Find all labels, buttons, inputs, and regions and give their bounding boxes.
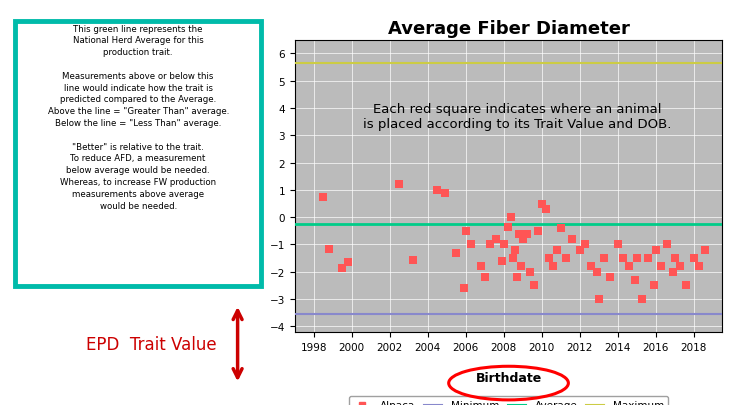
Point: [543, 255, 555, 262]
Point: [439, 190, 451, 196]
Point: [509, 247, 521, 254]
Point: [528, 283, 540, 289]
Point: [342, 259, 354, 266]
Point: [669, 255, 681, 262]
Point: [694, 264, 705, 270]
Point: [520, 231, 532, 237]
Point: [539, 206, 551, 213]
Point: [637, 296, 649, 303]
Point: [431, 187, 443, 194]
Point: [506, 214, 517, 221]
Point: [579, 242, 591, 248]
Point: [555, 225, 567, 232]
Point: [502, 224, 514, 230]
Point: [650, 247, 662, 254]
Point: [323, 246, 335, 252]
Point: [631, 255, 643, 262]
Point: [475, 264, 487, 270]
Point: [511, 274, 523, 281]
Point: [466, 242, 478, 248]
Point: [618, 255, 629, 262]
Point: [496, 258, 508, 264]
Point: [507, 255, 519, 262]
Point: [688, 255, 699, 262]
Point: [485, 242, 497, 248]
Point: [394, 182, 405, 188]
Point: [656, 264, 668, 270]
Point: [336, 265, 348, 271]
Point: [574, 247, 586, 254]
X-axis label: Birthdate: Birthdate: [475, 371, 542, 384]
Point: [460, 228, 472, 234]
Point: [612, 242, 624, 248]
Point: [566, 236, 578, 243]
Point: [629, 277, 640, 284]
Point: [680, 283, 692, 289]
Text: This green line represents the
National Herd Average for this
production trait.
: This green line represents the National …: [47, 24, 229, 210]
Point: [699, 247, 711, 254]
Point: [593, 296, 604, 303]
Point: [598, 255, 610, 262]
Point: [648, 283, 660, 289]
Legend: Alpaca, Minimum, Average, Maximum: Alpaca, Minimum, Average, Maximum: [349, 396, 668, 405]
Point: [585, 264, 597, 270]
Point: [667, 269, 679, 275]
Point: [318, 194, 329, 200]
Y-axis label: microns: microns: [251, 162, 264, 211]
Point: [604, 274, 616, 281]
Point: [407, 257, 419, 263]
Point: [561, 255, 573, 262]
Point: [674, 264, 686, 270]
Text: Each red square indicates where an animal
is placed according to its Trait Value: Each red square indicates where an anima…: [363, 102, 671, 130]
Point: [661, 242, 673, 248]
Point: [517, 236, 528, 243]
Point: [591, 269, 603, 275]
Point: [515, 264, 527, 270]
Point: [525, 269, 537, 275]
Point: [536, 201, 548, 207]
Point: [548, 264, 559, 270]
Point: [513, 231, 525, 237]
Point: [532, 228, 544, 234]
Point: [642, 255, 654, 262]
Point: [479, 274, 491, 281]
Point: [458, 285, 469, 292]
Point: [624, 264, 635, 270]
Point: [450, 250, 462, 256]
Point: [498, 242, 510, 248]
Title: Average Fiber Diameter: Average Fiber Diameter: [388, 19, 629, 38]
Text: EPD  Trait Value: EPD Trait Value: [86, 335, 217, 353]
Point: [490, 236, 502, 243]
FancyBboxPatch shape: [15, 22, 261, 286]
Point: [551, 247, 563, 254]
